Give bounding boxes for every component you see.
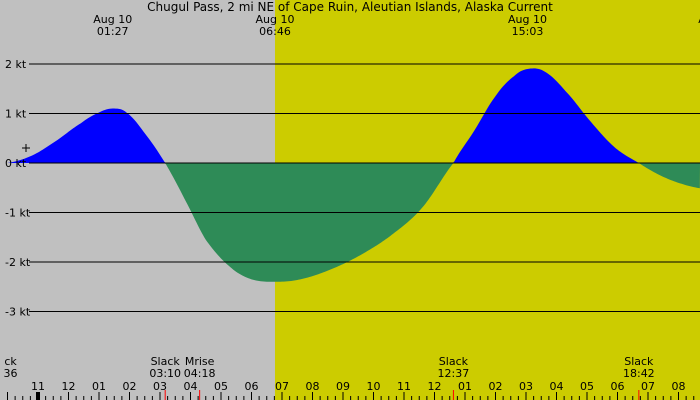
extremum-time: 01:27 [97,25,129,38]
current-areas [7,68,700,282]
hour-label: 12 [428,380,442,393]
y-tick-label: -1 kt [5,207,31,220]
hour-label: 06 [611,380,625,393]
hour-label: 09 [336,380,350,393]
hour-label: 10 [367,380,381,393]
extremum-date: Aug 10 [508,13,547,26]
y-axis: 2 kt 1 kt 0 kt -1 kt -2 kt -3 kt [5,58,40,319]
hour-label: 08 [672,380,686,393]
hour-label: 03 [519,380,533,393]
hour-label: 04 [550,380,564,393]
hour-label: 02 [123,380,137,393]
extremum-time: 15:03 [512,25,544,38]
hour-label: 11 [397,380,411,393]
extremum-date: Aug 10 [255,13,294,26]
hour-label: 08 [306,380,320,393]
hour-label: 12 [62,380,76,393]
x-axis: 11 12 01 02 03 04 05 06 07 08 09 10 11 12 01 02 03 04 05 06… [7,380,695,400]
bottom-events: Slack03:10Slack12:37Slack18:42Mrise04:18… [4,355,655,400]
hour-label: 05 [214,380,228,393]
midnight-marker [36,392,40,400]
extremum-time: 06:46 [259,25,291,38]
grid-lines [40,63,700,312]
moonrise-event-label: Mrise [185,355,215,368]
chart-title: Chugul Pass, 2 mi NE of Cape Ruin, Aleut… [147,0,553,14]
y-tick-label: 0 kt [5,157,27,170]
extremum-date: Aug 10 [93,13,132,26]
flood-area [7,68,700,163]
hour-label: 06 [245,380,259,393]
y-tick-label: -2 kt [5,256,31,269]
hour-label: 07 [275,380,289,393]
slack-event-label: Slack [624,355,654,368]
slack-event-time: 18:42 [623,367,655,380]
hour-label: 11 [31,380,45,393]
edge-event-label: ck [4,355,17,368]
y-tick-label: 1 kt [5,108,27,121]
hour-label: 04 [184,380,198,393]
y-tick-label: -3 kt [5,306,31,319]
hour-label: 03 [153,380,167,393]
hour-label: 01 [458,380,472,393]
hour-label: 07 [641,380,655,393]
hour-label: 01 [92,380,106,393]
edge-event-time: 36 [4,367,18,380]
slack-event-label: Slack [439,355,469,368]
slack-event-time: 12:37 [438,367,470,380]
slack-event-label: Slack [151,355,181,368]
extremum-date: Aug 1 [698,13,700,26]
hour-label: 02 [489,380,503,393]
y-tick-label: 2 kt [5,58,27,71]
ebb-area [7,163,700,282]
hour-label: 05 [580,380,594,393]
slack-event-time: 03:10 [149,367,181,380]
moonrise-event-time: 04:18 [184,367,216,380]
